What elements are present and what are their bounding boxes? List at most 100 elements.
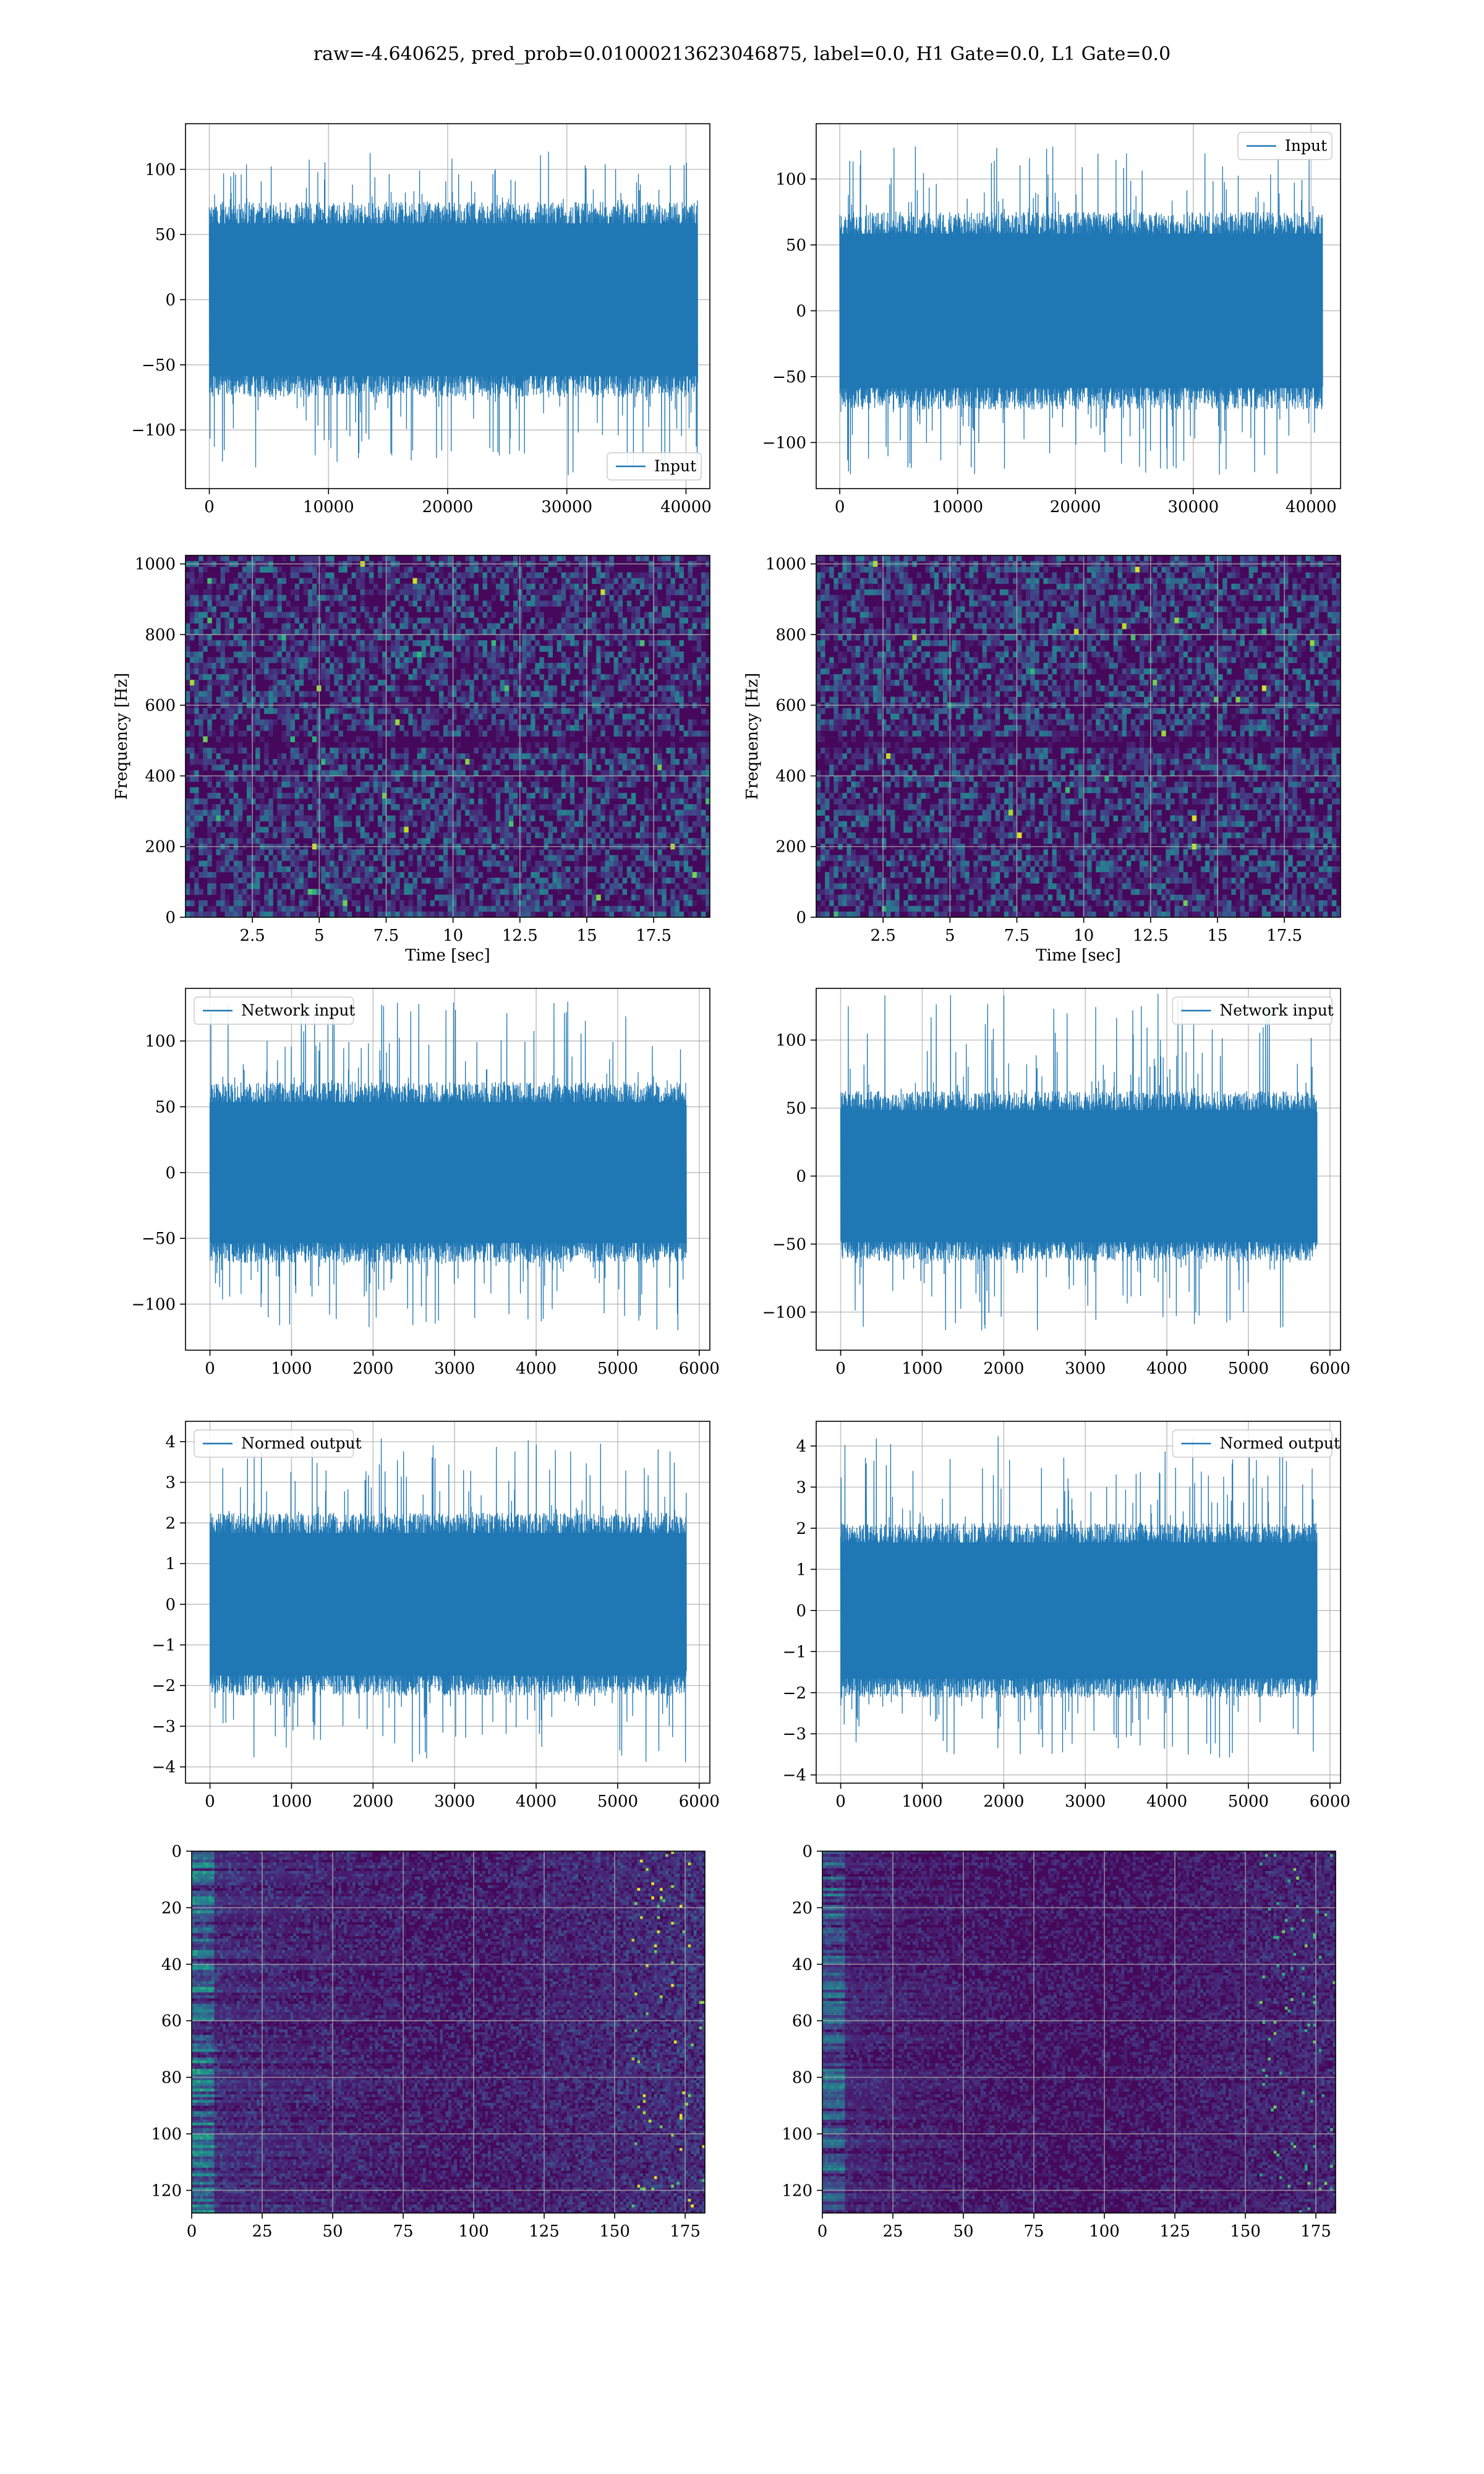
x-tick-label: 25 (252, 2222, 272, 2241)
x-tick-label: 6000 (1310, 1792, 1350, 1811)
y-tick-label: 0 (796, 909, 806, 927)
y-tick-label: −100 (132, 421, 176, 440)
y-tick-label: −50 (772, 368, 806, 387)
y-tick-label: 0 (796, 1602, 806, 1620)
y-tick-label: −100 (762, 434, 806, 452)
y-tick-label: 400 (145, 767, 176, 785)
y-tick-label: −50 (772, 1235, 806, 1254)
legend-label: Network input (241, 1001, 355, 1019)
legend: Network input (194, 997, 355, 1024)
x-tick-label: 100 (1089, 2222, 1120, 2241)
x-tick-label: 2.5 (239, 927, 265, 945)
x-tick-label: 40000 (660, 498, 712, 516)
y-tick-label: 0 (165, 1164, 176, 1183)
x-tick-label: 40000 (1286, 498, 1337, 516)
x-tick-label: 5000 (597, 1792, 638, 1811)
y-tick-label: −1 (783, 1643, 806, 1661)
y-tick-label: 0 (796, 1167, 806, 1186)
x-tick-label: 0 (817, 2222, 828, 2241)
x-tick-label: 6000 (679, 1792, 720, 1811)
y-tick-label: 3 (796, 1478, 806, 1497)
y-tick-label: 100 (782, 2125, 812, 2144)
x-tick-label: 4000 (516, 1792, 556, 1811)
y-tick-label: 2 (796, 1520, 806, 1538)
y-tick-label: 800 (775, 626, 806, 644)
y-tick-label: 1000 (135, 555, 176, 574)
y-tick-label: 4 (796, 1437, 806, 1456)
x-tick-label: 2000 (983, 1792, 1024, 1811)
y-tick-label: −50 (142, 356, 176, 375)
legend-label: Input (654, 457, 696, 475)
y-tick-label: 80 (792, 2069, 812, 2087)
x-tick-label: 0 (835, 1792, 846, 1811)
y-tick-label: 60 (792, 2012, 812, 2031)
heatmap-cells (192, 1851, 705, 2213)
x-tick-label: 6000 (679, 1359, 720, 1378)
y-tick-label: 120 (782, 2181, 812, 2200)
x-tick-label: 75 (393, 2222, 413, 2241)
y-tick-label: 50 (786, 236, 806, 255)
x-tick-label: 3000 (434, 1792, 475, 1811)
x-tick-label: 3000 (1065, 1359, 1106, 1378)
legend-label: Normed output (241, 1434, 362, 1452)
y-tick-label: −3 (783, 1725, 806, 1744)
chart-spec-h1: 2.5 5 7.5 10 12.5 15 17.502004006008001000Time… (113, 555, 710, 965)
legend: Normed output (1172, 1430, 1340, 1457)
y-tick-label: −4 (783, 1766, 806, 1785)
y-tick-label: −4 (152, 1758, 176, 1777)
y-tick-label: 1 (165, 1555, 176, 1573)
x-tick-label: 2000 (352, 1359, 393, 1378)
x-tick-label: 30000 (541, 498, 592, 516)
x-tick-label: 150 (599, 2222, 630, 2241)
y-tick-label: 50 (155, 226, 176, 244)
x-tick-label: 7.5 (1004, 927, 1030, 945)
x-tick-label: 25 (882, 2222, 903, 2241)
x-tick-label: 17.5 (1266, 927, 1302, 945)
heatmap-cells (816, 555, 1341, 917)
x-tick-label: 5000 (597, 1359, 638, 1378)
x-tick-label: 2000 (983, 1359, 1024, 1378)
y-tick-label: 50 (155, 1098, 176, 1116)
x-tick-label: 3000 (434, 1359, 475, 1378)
y-tick-label: 0 (165, 291, 176, 309)
chart-spec-l1: 2.5 5 7.5 10 12.5 15 17.502004006008001000Time… (743, 555, 1341, 965)
x-tick-label: 0 (835, 498, 845, 516)
x-tick-label: 5000 (1228, 1359, 1269, 1378)
x-tick-label: 125 (529, 2222, 560, 2241)
x-tick-label: 150 (1230, 2222, 1261, 2241)
x-tick-label: 6000 (1310, 1359, 1350, 1378)
y-tick-label: 100 (775, 170, 806, 189)
x-tick-label: 15 (1207, 927, 1227, 945)
y-tick-label: −100 (762, 1303, 806, 1322)
y-tick-label: −1 (152, 1637, 176, 1655)
y-tick-label: 60 (161, 2012, 182, 2031)
x-tick-label: 2.5 (870, 927, 895, 945)
x-tick-label: 75 (1023, 2222, 1044, 2241)
legend-label: Input (1285, 137, 1327, 155)
y-tick-label: 0 (802, 1843, 812, 1861)
y-tick-label: −100 (132, 1296, 176, 1314)
legend: Input (607, 453, 701, 480)
x-tick-label: 0 (205, 1792, 215, 1811)
x-tick-label: 100 (458, 2222, 489, 2241)
series-dense-band (210, 1102, 686, 1243)
y-tick-label: 80 (161, 2069, 182, 2087)
x-axis-label: Time [sec] (405, 946, 490, 965)
y-tick-label: −50 (142, 1230, 176, 1248)
y-tick-label: 0 (796, 302, 806, 320)
legend: Normed output (194, 1430, 362, 1457)
x-tick-label: 10000 (303, 498, 354, 516)
y-tick-label: 1 (796, 1560, 806, 1579)
x-tick-label: 4000 (516, 1359, 556, 1378)
x-tick-label: 0 (204, 498, 215, 516)
y-tick-label: 400 (775, 767, 806, 785)
y-tick-label: 100 (145, 1032, 176, 1051)
y-tick-label: 0 (171, 1843, 182, 1861)
x-axis-label: Time [sec] (1036, 946, 1121, 965)
x-tick-label: 50 (953, 2222, 973, 2241)
x-tick-label: 2000 (352, 1792, 393, 1811)
